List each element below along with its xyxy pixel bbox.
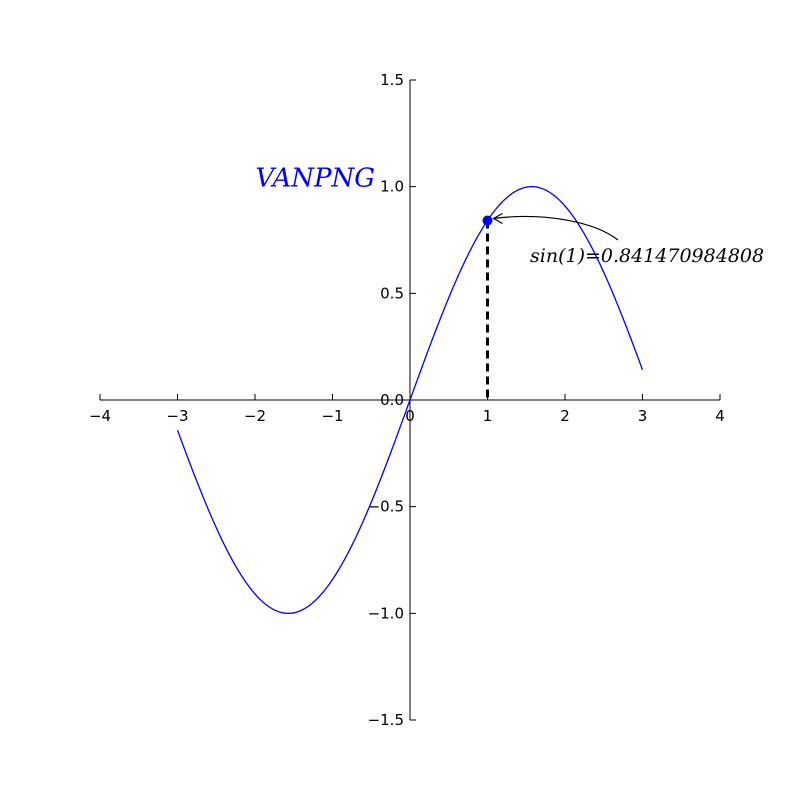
x-tick-label: 2 xyxy=(560,407,570,425)
y-tick-label: 1.0 xyxy=(380,178,404,196)
annotation-text: sin(1)=0.841470984808 xyxy=(530,245,764,267)
y-tick-label: −1.0 xyxy=(368,604,404,622)
y-tick-label: −1.5 xyxy=(368,711,404,729)
x-tick-label: −4 xyxy=(89,407,111,425)
y-tick-label: −0.5 xyxy=(368,498,404,516)
x-tick-label: 3 xyxy=(638,407,648,425)
x-tick-label: −1 xyxy=(321,407,343,425)
highlight-point xyxy=(482,215,493,226)
y-tick-label: 0.5 xyxy=(380,284,404,302)
text-label: VANPNG xyxy=(255,164,375,194)
x-tick-label: −3 xyxy=(166,407,188,425)
y-tick-label: 1.5 xyxy=(380,71,404,89)
series-line xyxy=(176,186,644,614)
annotation-arrow xyxy=(493,215,619,241)
ticks: −4 −3 −2 −1 0 1 2 3 4 −1.5 −1.0 −0.5 0.0 0.5 1.0 1.5 xyxy=(89,71,725,729)
x-tick-label: 4 xyxy=(715,407,725,425)
annotation-arrowhead xyxy=(492,212,503,225)
x-tick-label: −2 xyxy=(244,407,266,425)
x-tick-label: 1 xyxy=(483,407,493,425)
x-tick-label: 0 xyxy=(405,407,415,425)
y-tick-label: 0.0 xyxy=(380,391,404,409)
